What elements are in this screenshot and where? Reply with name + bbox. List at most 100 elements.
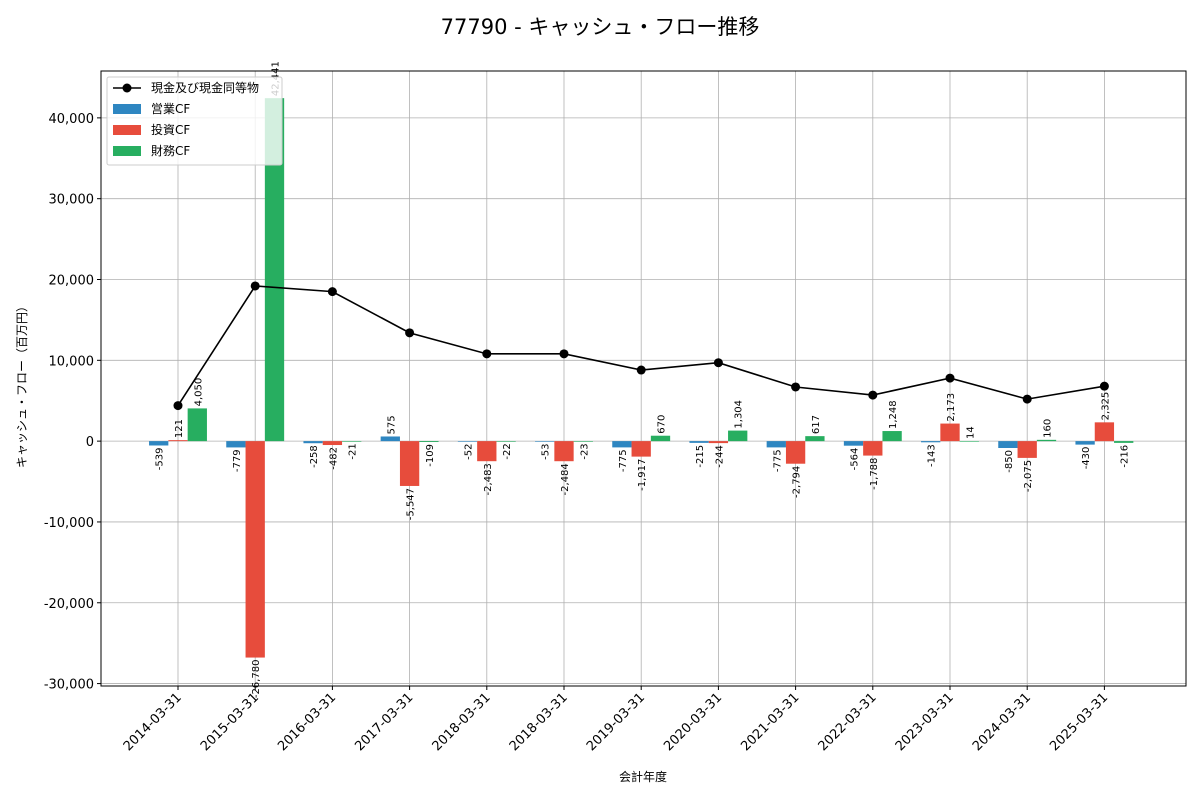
bar-value-label: -539 [155, 447, 166, 470]
bar-value-label: 670 [657, 415, 668, 434]
y-tick-label: 40,000 [49, 112, 95, 127]
bar-投資CF [245, 441, 265, 658]
bar-value-label: -775 [618, 449, 629, 472]
cash-point [791, 382, 801, 392]
x-tick-label: 2022-03-31 [816, 690, 880, 754]
cash-point [945, 373, 955, 383]
bar-財務CF [959, 441, 979, 442]
cash-point [405, 328, 415, 338]
x-tick-label: 2025-03-31 [1047, 690, 1111, 754]
bar-value-label: -23 [579, 443, 590, 459]
x-tick-label: 2020-03-31 [661, 690, 725, 754]
bar-value-label: -52 [464, 444, 475, 460]
bar-value-label: -482 [328, 447, 339, 470]
line-layer [173, 281, 1109, 411]
bar-value-label: -53 [541, 444, 552, 460]
bar-投資CF [940, 423, 960, 442]
bar-財務CF [1036, 439, 1057, 442]
cash-point [482, 349, 492, 359]
bar-投資CF [1094, 422, 1115, 442]
bar-営業CF [535, 441, 555, 442]
bar-value-label: 1,304 [734, 400, 745, 429]
bar-value-label: 2,325 [1100, 392, 1111, 421]
bar-財務CF [419, 441, 439, 443]
bar-財務CF [805, 436, 825, 442]
bar-value-label: 575 [386, 415, 397, 434]
x-tick-label: 2014-03-31 [121, 690, 185, 754]
bar-value-label: -143 [927, 444, 938, 467]
bar-財務CF [187, 408, 207, 442]
bar-営業CF [303, 441, 323, 444]
bar-営業CF [766, 441, 786, 448]
bar-value-label: 1,248 [888, 400, 899, 429]
x-tick-label: 2024-03-31 [970, 690, 1034, 754]
cash-point [713, 358, 723, 368]
bar-value-label: -258 [309, 445, 320, 468]
bar-value-label: -216 [1120, 445, 1131, 468]
bar-value-label: -2,483 [483, 463, 494, 495]
bar-投資CF [399, 441, 420, 486]
legend-label-financing: 財務CF [151, 143, 190, 158]
bar-投資CF [477, 441, 497, 462]
legend-swatch-operating [113, 104, 141, 114]
bar-value-label: 160 [1043, 419, 1054, 438]
y-tick-label: -30,000 [44, 678, 94, 693]
bar-営業CF [380, 436, 400, 442]
bar-財務CF [650, 435, 671, 442]
bar-営業CF [921, 441, 941, 443]
chart-title: 77790 - キャッシュ・フロー推移 [441, 15, 760, 39]
legend-frame [106, 76, 283, 166]
bars-layer [149, 98, 1134, 658]
bar-value-label: -430 [1081, 447, 1092, 470]
bar-営業CF [998, 441, 1018, 449]
bar-財務CF [496, 441, 516, 442]
bar-財務CF [342, 441, 362, 442]
bar-投資CF [1017, 441, 1037, 458]
bar-営業CF [612, 441, 632, 448]
cash-point [559, 349, 569, 359]
y-axis-label: キャッシュ・フロー（百万円） [15, 300, 29, 468]
bar-財務CF [882, 431, 902, 442]
legend-label-cash: 現金及び現金同等物 [151, 80, 259, 95]
bar-value-label: -775 [772, 449, 783, 472]
x-tick-label: 2018-03-31 [507, 690, 571, 754]
x-tick-label: 2016-03-31 [275, 690, 339, 754]
bar-投資CF [554, 441, 574, 462]
bar-value-label: 14 [965, 426, 976, 439]
x-tick-label: 2019-03-31 [584, 690, 648, 754]
bar-value-label: -22 [502, 443, 513, 459]
y-tick-label: 0 [86, 435, 94, 450]
bar-投資CF [631, 441, 651, 457]
bar-営業CF [1075, 441, 1095, 445]
bar-value-label: 2,173 [946, 393, 957, 422]
bar-投資CF [322, 441, 343, 446]
cash-point [1099, 381, 1109, 391]
bar-財務CF [264, 98, 285, 442]
bar-営業CF [843, 441, 864, 446]
cash-point [327, 287, 337, 297]
bar-value-label: -779 [232, 449, 243, 472]
bar-value-label: -5,547 [406, 488, 417, 520]
bar-財務CF [573, 441, 593, 442]
bar-value-label: -2,075 [1023, 460, 1034, 492]
cash-point [173, 401, 183, 411]
bar-営業CF [226, 441, 246, 448]
bar-投資CF [785, 441, 806, 464]
bar-value-label: -2,484 [560, 463, 571, 495]
bar-value-label: -26,780 [251, 660, 262, 699]
y-tick-label: 10,000 [49, 354, 95, 369]
bar-投資CF [168, 440, 188, 442]
bar-value-label: -109 [425, 444, 436, 467]
bar-財務CF [728, 430, 748, 442]
x-tick-label: 2017-03-31 [352, 690, 416, 754]
bar-value-label: 617 [811, 415, 822, 434]
bar-value-label: 121 [174, 419, 185, 438]
bar-営業CF [689, 441, 709, 443]
cash-point [250, 281, 260, 291]
bar-投資CF [708, 441, 729, 444]
x-axis-label: 会計年度 [619, 769, 667, 784]
y-tick-label: 30,000 [49, 193, 95, 208]
bar-value-label: -2,794 [792, 466, 803, 498]
bar-value-label: -215 [695, 445, 706, 468]
